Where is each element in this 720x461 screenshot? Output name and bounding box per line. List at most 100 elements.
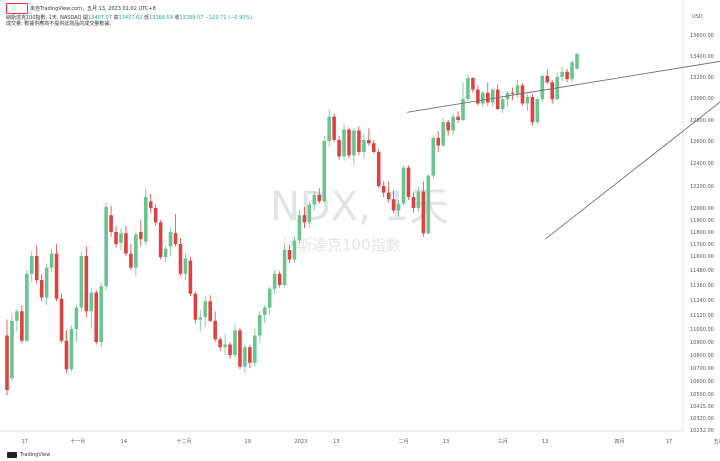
time-tick-label: 13	[333, 439, 339, 445]
price-tick-label: 10415.00	[690, 404, 714, 410]
candle-body	[203, 301, 208, 318]
candle-body	[262, 307, 267, 315]
time-tick-label: 14	[121, 439, 127, 445]
time-tick-label: 十一月	[70, 438, 85, 445]
candle-body	[29, 256, 34, 274]
candle-body	[243, 347, 247, 367]
high-value: 13427.62	[118, 15, 143, 21]
price-tick-label: 10700.00	[690, 366, 714, 372]
price-tick-label: 11120.00	[690, 313, 714, 319]
price-tick-label: 12600.00	[690, 139, 714, 145]
candle-body	[143, 197, 148, 242]
candle-body	[163, 248, 168, 258]
candle-body	[367, 139, 371, 144]
price-axis[interactable]: 13600.00 13400.00 13200.00 13000.00 12800.00…	[690, 33, 714, 434]
candle-body	[302, 215, 307, 223]
candle-body	[396, 203, 401, 211]
footer[interactable]: TradingView	[7, 452, 50, 458]
candle-body	[550, 82, 555, 100]
candle-body	[119, 233, 123, 243]
candle-body	[74, 307, 79, 329]
attribution-text: 來自TradingView.com，五月 13, 2023 01:02 UTC+…	[30, 6, 156, 12]
candle-body	[565, 71, 569, 80]
time-tick-label: 17	[666, 439, 672, 445]
candle-body	[69, 329, 74, 370]
candle-body	[287, 250, 292, 260]
candle-body	[228, 344, 232, 355]
candle-body	[39, 280, 44, 298]
candle-body	[223, 344, 227, 348]
candle-body	[233, 330, 237, 355]
close-value: 13289.07	[179, 15, 204, 21]
candle-body	[456, 116, 460, 120]
time-tick-label: 五月	[714, 439, 720, 445]
candle-body	[352, 130, 356, 156]
change-value: −120.71 (−0.90%)	[204, 15, 253, 21]
candle-body	[401, 167, 406, 204]
open-value: 13407.07	[88, 15, 112, 21]
time-tick-label: 四月	[614, 439, 624, 445]
price-tick-label: 11480.00	[690, 268, 714, 274]
candle-body	[436, 137, 441, 146]
candle-body	[391, 199, 396, 211]
time-tick-label: 十二月	[177, 438, 192, 445]
low-value: 13268.59	[149, 15, 173, 21]
candle-body	[213, 320, 217, 340]
candle-body	[490, 89, 495, 103]
candle-body	[272, 273, 277, 289]
candle-body	[376, 152, 381, 186]
time-tick-label: 19	[245, 439, 251, 445]
candle-body	[332, 116, 336, 140]
time-tick-label: 2023	[294, 439, 307, 445]
candle-body	[406, 167, 411, 197]
candle-body	[64, 340, 69, 370]
trendline[interactable]	[406, 52, 720, 113]
candle-body	[218, 339, 222, 348]
candle-body	[94, 292, 99, 342]
candle-body	[168, 232, 173, 247]
candlestick-series	[5, 52, 579, 396]
low-label: 低	[143, 15, 149, 21]
price-tick-label: 12400.00	[690, 161, 714, 167]
candle-body	[485, 92, 490, 103]
candle-body	[515, 85, 520, 94]
candle-body	[54, 253, 59, 299]
candle-body	[5, 335, 9, 391]
candle-body	[49, 253, 54, 268]
price-tick-label: 12800.00	[690, 118, 714, 124]
tradingview-logo-icon	[7, 452, 17, 458]
trendline-group[interactable]	[406, 52, 720, 240]
candle-body	[322, 141, 327, 202]
candle-body	[129, 253, 133, 268]
candle-body	[327, 116, 331, 141]
candle-body	[277, 273, 282, 285]
candle-body	[570, 62, 574, 80]
price-tick-label: 10320.00	[690, 416, 714, 422]
candle-body	[158, 222, 163, 258]
time-tick-label: 二月	[399, 439, 409, 445]
price-tick-label: 13600.00	[690, 33, 714, 39]
footer-brand: TradingView	[20, 452, 51, 458]
candle-body	[362, 139, 366, 152]
price-tick-label: 10600.00	[690, 379, 714, 385]
attribution-line: 來自TradingView.com，五月 13, 2023 01:02 UTC+…	[6, 3, 156, 14]
time-axis[interactable]: 17十一月14十二月19202313二月13三月13四月17五月15六月13	[22, 438, 720, 445]
price-tick-label: 10800.00	[690, 353, 714, 359]
price-tick-label: 12200.00	[690, 184, 714, 190]
candle-body	[575, 53, 579, 69]
candle-body	[20, 311, 24, 341]
candle-body	[466, 78, 470, 100]
candle-body	[461, 99, 465, 120]
candle-body	[257, 315, 262, 336]
candle-body	[292, 240, 297, 260]
price-tick-label: 13000.00	[690, 96, 714, 102]
high-label: 高	[113, 15, 119, 21]
currency-label: USD	[692, 14, 703, 20]
candle-body	[471, 78, 475, 90]
trendline[interactable]	[544, 56, 720, 240]
price-tick-label: 11600.00	[690, 254, 714, 260]
price-tick-label: 11800.00	[690, 230, 714, 236]
candle-body	[104, 206, 108, 287]
candle-body	[178, 244, 183, 274]
